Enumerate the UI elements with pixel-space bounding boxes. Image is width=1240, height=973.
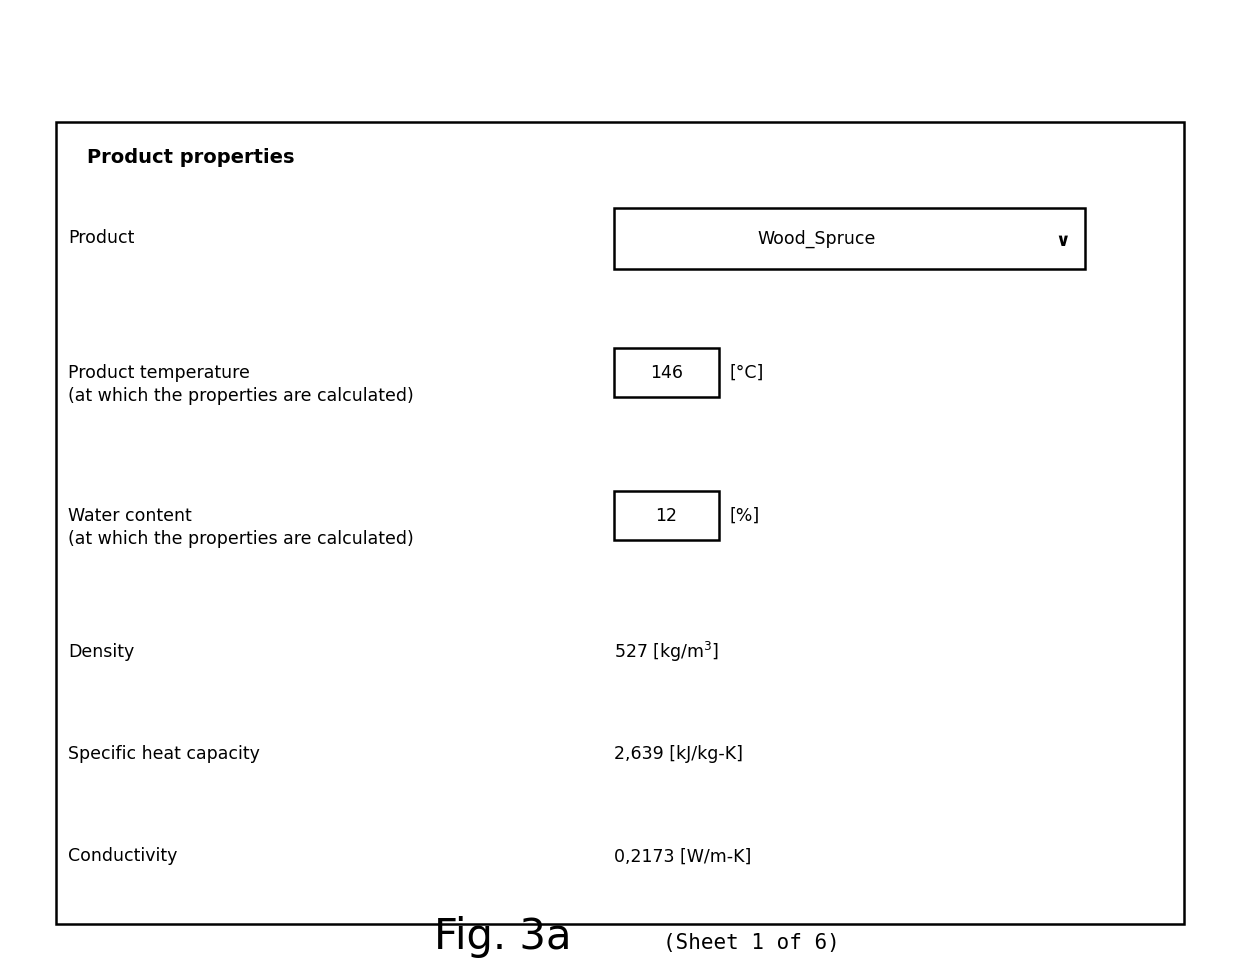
Text: 2,639 [kJ/kg-K]: 2,639 [kJ/kg-K] xyxy=(614,745,743,763)
Text: Product temperature
(at which the properties are calculated): Product temperature (at which the proper… xyxy=(68,364,414,405)
Text: Product properties: Product properties xyxy=(87,148,294,167)
Text: (Sheet 1 of 6): (Sheet 1 of 6) xyxy=(663,932,841,953)
Text: [%]: [%] xyxy=(729,507,759,524)
Text: 12: 12 xyxy=(656,507,677,524)
Text: Density: Density xyxy=(68,643,134,661)
Text: [°C]: [°C] xyxy=(729,364,764,381)
Text: 146: 146 xyxy=(650,364,683,381)
Text: Fig. 3a: Fig. 3a xyxy=(434,917,572,958)
Text: ∨: ∨ xyxy=(1055,233,1070,250)
FancyBboxPatch shape xyxy=(614,491,719,540)
FancyBboxPatch shape xyxy=(614,348,719,397)
Text: Wood_Spruce: Wood_Spruce xyxy=(758,230,875,247)
Text: Conductivity: Conductivity xyxy=(68,847,177,865)
Text: 527 [kg/m$^{3}$]: 527 [kg/m$^{3}$] xyxy=(614,640,719,664)
Text: Water content
(at which the properties are calculated): Water content (at which the properties a… xyxy=(68,507,414,548)
FancyBboxPatch shape xyxy=(614,208,1085,269)
Text: Product: Product xyxy=(68,230,135,247)
FancyBboxPatch shape xyxy=(56,122,1184,924)
Text: 0,2173 [W/m-K]: 0,2173 [W/m-K] xyxy=(614,847,751,865)
Text: Specific heat capacity: Specific heat capacity xyxy=(68,745,260,763)
